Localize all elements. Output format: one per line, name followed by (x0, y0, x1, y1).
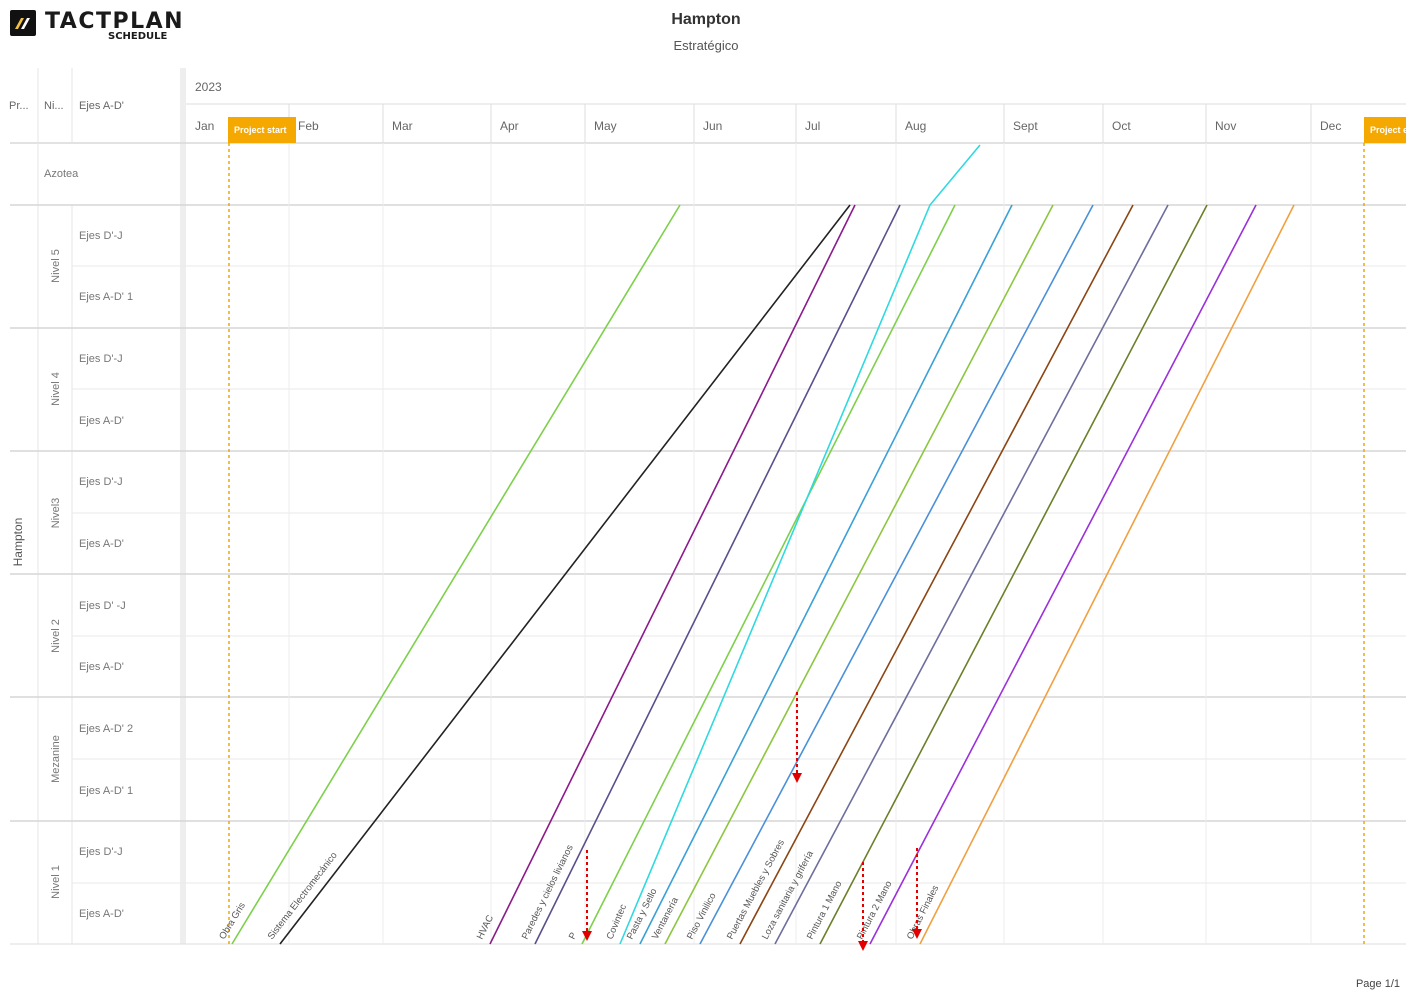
project-end-marker[interactable]: Project end (1364, 117, 1406, 143)
brand-name: TACTPLAN (45, 9, 185, 34)
activity-label-0: Obra Gris (217, 900, 248, 941)
flowline-0[interactable] (231, 204, 681, 945)
zone-label-n4-b: Ejes A-D' (79, 415, 124, 427)
column-header-zone[interactable]: Ejes A-D' (79, 100, 124, 112)
activity-label-8: Piso Vinilico (685, 891, 719, 941)
zone-label-n3-a: Ejes D'-J (79, 476, 123, 488)
activity-label-1: Sistema Electromecánico (266, 850, 340, 942)
flowline-13[interactable] (919, 204, 1295, 945)
flowline-2[interactable] (489, 204, 856, 945)
page-title: Hampton (671, 11, 741, 28)
activity-label-7: Ventanería (650, 895, 681, 941)
zone-label-mz-b: Ejes A-D' 1 (79, 785, 134, 797)
month-label-may: May (594, 119, 617, 133)
project-start-marker[interactable]: Project start (228, 117, 296, 143)
page-number: Page 1/1 (1355, 978, 1400, 990)
zone-label-n1-b: Ejes A-D' (79, 908, 124, 920)
annotation-arrows (582, 692, 922, 951)
flowline-7[interactable] (664, 204, 1054, 945)
column-header-project[interactable]: Pr... (9, 100, 29, 112)
project-start-label: Project start (234, 125, 287, 135)
zone-label-n4-a: Ejes D'-J (79, 353, 123, 365)
month-label-apr: Apr (500, 119, 519, 133)
flowline-10[interactable] (774, 204, 1169, 945)
flowline-11[interactable] (819, 204, 1208, 945)
zone-label-azotea: Azotea (44, 168, 79, 180)
month-label-feb: Feb (298, 119, 319, 133)
flowline-3[interactable] (534, 204, 901, 945)
zone-label-n5-b: Ejes A-D' 1 (79, 291, 134, 303)
brand-subtitle: SCHEDULE (108, 31, 168, 42)
activity-label-12: Pintura 2 Mano (855, 879, 895, 941)
flowline-4[interactable] (581, 204, 956, 945)
month-label-sept: Sept (1013, 119, 1038, 133)
month-label-nov: Nov (1215, 119, 1236, 133)
flowline-12[interactable] (869, 204, 1257, 945)
zone-label-n5-a: Ejes D'-J (79, 230, 123, 242)
flowline-8[interactable] (699, 204, 1094, 945)
zone-label-n2-a: Ejes D' -J (79, 600, 126, 612)
month-label-jan: Jan (195, 119, 214, 133)
month-label-dec: Dec (1320, 119, 1341, 133)
activity-label-3: Paredes y cielos livianos (520, 843, 576, 941)
chart-grid (10, 68, 1406, 945)
flowline-5[interactable] (619, 144, 981, 945)
zone-label-mz-a: Ejes A-D' 2 (79, 723, 134, 735)
project-end-label: Project end (1370, 125, 1406, 135)
month-label-mar: Mar (392, 119, 413, 133)
flowline-6[interactable] (639, 204, 1013, 945)
page-subtitle: Estratégico (673, 38, 739, 53)
month-label-jun: Jun (703, 119, 722, 133)
activity-label-11: Pintura 1 Mano (805, 879, 845, 941)
month-label-aug: Aug (905, 119, 926, 133)
flowline-9[interactable] (739, 204, 1134, 945)
zone-label-n2-b: Ejes A-D' (79, 661, 124, 673)
zone-label-n3-b: Ejes A-D' (79, 538, 124, 550)
zone-label-n1-a: Ejes D'-J (79, 846, 123, 858)
month-label-jul: Jul (805, 119, 820, 133)
flowline-1[interactable] (279, 204, 851, 945)
activity-label-4: P (567, 931, 580, 942)
month-label-oct: Oct (1112, 119, 1131, 133)
tactplan-logo-icon (10, 10, 36, 36)
column-header-level[interactable]: Ni... (44, 100, 64, 112)
year-label: 2023 (195, 80, 222, 94)
